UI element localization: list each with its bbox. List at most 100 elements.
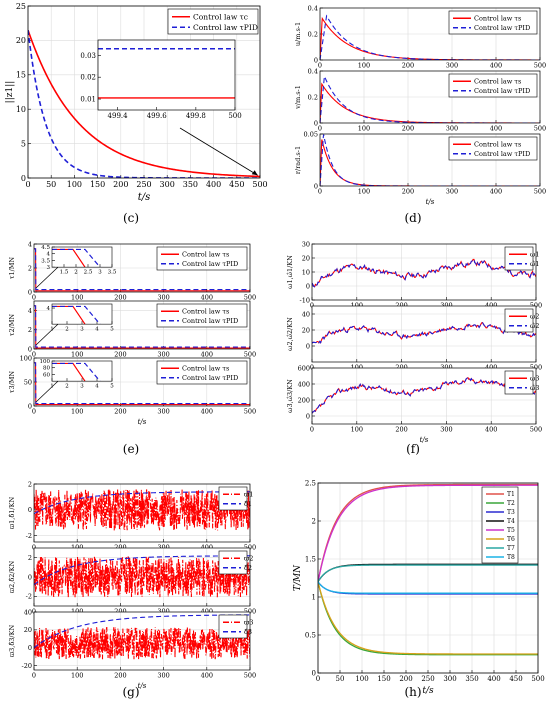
e-sub2-legend-box bbox=[156, 360, 248, 385]
c-inset-x-tick-label-1: 499.6 bbox=[147, 112, 168, 120]
g-sub2-x-tick-label-2: 200 bbox=[114, 672, 126, 680]
e-sub0-frame bbox=[33, 243, 251, 293]
g-sub1-y-tick-label-1: 0 bbox=[28, 573, 32, 581]
e-sub1-legend-label-1: Control law τPID bbox=[182, 317, 238, 325]
e-sub0-x-tick-label-4: 400 bbox=[201, 294, 213, 302]
e-sub2-inset-y-tick-label-1: 80 bbox=[43, 366, 50, 372]
c-y-tick-label-2: 10 bbox=[16, 105, 26, 114]
h-x-tick-label-0: 0 bbox=[316, 675, 320, 683]
e-sub1-inset-plot-bg bbox=[52, 304, 112, 325]
e-sub2-y-label: τ3/MN bbox=[8, 371, 16, 394]
panel-label-c: (c) bbox=[123, 211, 139, 225]
f-sub1-y-tick-label-0: 0 bbox=[306, 342, 310, 350]
h-x-tick-label-2: 100 bbox=[355, 675, 368, 683]
d-sub0-frame bbox=[319, 7, 541, 61]
f-sub1-y-tick-label-2: 40 bbox=[302, 310, 310, 318]
e-sub2-y-tick-label-2: 100 bbox=[20, 354, 32, 362]
d-sub1-x-tick-label-2: 200 bbox=[402, 125, 414, 133]
h-x-tick-label-10: 500 bbox=[531, 675, 544, 683]
f-sub0-x-tick-label-2: 200 bbox=[395, 302, 407, 310]
g-sub0-series-0 bbox=[34, 489, 250, 531]
e-sub2-inset-frame bbox=[51, 360, 113, 382]
h-frame bbox=[317, 482, 539, 674]
g-sub2-legend-label-1: δ̂3 bbox=[244, 627, 252, 636]
e-sub2-legend-label-0: Control law τs bbox=[182, 365, 229, 373]
g-sub1-y-tick-label-2: 2 bbox=[28, 554, 32, 562]
f-sub0-y-tick-label-4: 30 bbox=[302, 240, 310, 248]
d-sub2-x-tick-label-0: 0 bbox=[318, 188, 322, 196]
f-sub0-series-1 bbox=[312, 258, 536, 288]
g-sub0-x-tick-label-2: 200 bbox=[114, 544, 126, 552]
g-sub1-legend-box bbox=[218, 550, 248, 575]
e-sub1-x-tick-label-5: 500 bbox=[244, 351, 256, 359]
d-sub0-x-tick-label-2: 200 bbox=[402, 62, 414, 70]
c-x-tick-label-2: 100 bbox=[67, 180, 82, 189]
e-sub1-inset-x-tick-label-2: 3 bbox=[80, 327, 84, 333]
e-sub2-inset-plot-bg bbox=[52, 361, 112, 382]
e-sub1-y-tick-label-2: 4 bbox=[28, 307, 32, 315]
e-sub2-inset-x-tick-label-1: 2 bbox=[65, 384, 69, 390]
e-sub0-y-tick-label-1: 2 bbox=[28, 264, 32, 272]
e-sub1-inset-frame bbox=[51, 303, 113, 325]
e-sub0-y-label: τ1/MN bbox=[8, 257, 16, 280]
panel-d-chart: 0 100 200 300 400 500 0 0.2 0.4 u/m.s-1 Control la… bbox=[294, 4, 546, 206]
f-sub2-legend-box bbox=[504, 370, 534, 395]
h-legend-label-4: T5 bbox=[507, 527, 515, 534]
c-y-tick-label-3: 15 bbox=[16, 71, 26, 80]
h-y-tick-label-5: 2.5 bbox=[305, 479, 316, 487]
e-sub0-inset-y-tick-label-3: 4.5 bbox=[41, 245, 50, 251]
c-x-tick-label-6: 300 bbox=[160, 180, 175, 189]
h-x-tick-label-1: 50 bbox=[336, 675, 345, 683]
h-y-label: T/MN bbox=[293, 564, 303, 591]
h-x-tick-label-4: 200 bbox=[399, 675, 412, 683]
g-sub0-frame bbox=[33, 483, 251, 543]
g-sub2-frame bbox=[33, 611, 251, 671]
g-sub1-x-tick-label-1: 100 bbox=[71, 608, 83, 616]
e-sub1-legend-box bbox=[156, 303, 248, 328]
c-x-tick-label-9: 450 bbox=[229, 180, 244, 189]
g-sub1-series-1 bbox=[34, 555, 250, 586]
c-inset-plot-bg bbox=[98, 40, 235, 110]
g-sub0-x-tick-label-0: 0 bbox=[32, 544, 36, 552]
f-sub2-y-tick-label-1: 200 bbox=[298, 396, 310, 404]
d-sub2-y-tick-label-1: 0.05 bbox=[304, 130, 318, 138]
g-sub1-x-tick-label-4: 400 bbox=[201, 608, 213, 616]
g-sub2-y-tick-label-0: -20 bbox=[22, 662, 32, 670]
e-sub1-series-0 bbox=[34, 305, 250, 349]
d-sub2-legend-label-0: Control law τs bbox=[474, 141, 521, 149]
d-sub1-x-tick-label-5: 500 bbox=[534, 125, 546, 133]
f-sub2-x-tick-label-4: 400 bbox=[485, 426, 497, 434]
e-sub1-y-tick-label-1: 2 bbox=[28, 326, 32, 334]
c-y-tick-label-5: 25 bbox=[16, 2, 26, 11]
h-y-tick-label-2: 1 bbox=[312, 593, 316, 601]
e-sub0-inset-frame bbox=[51, 246, 113, 268]
panel-label-h: (h) bbox=[404, 685, 421, 699]
e-sub2-y-tick-label-0: 0 bbox=[28, 402, 32, 410]
f-sub2-x-tick-label-5: 500 bbox=[530, 426, 542, 434]
d-sub0-x-tick-label-0: 0 bbox=[318, 62, 322, 70]
c-x-label: t/s bbox=[138, 192, 151, 203]
e-sub2-inset-y-tick-label-2: 100 bbox=[40, 359, 51, 365]
e-sub2-x-tick-label-4: 400 bbox=[201, 408, 213, 416]
h-y-tick-label-1: 0.5 bbox=[305, 631, 316, 639]
f-sub2-y-tick-label-3: 600 bbox=[298, 364, 310, 372]
d-sub1-x-tick-label-4: 400 bbox=[490, 125, 502, 133]
panel-label-g: (g) bbox=[122, 685, 139, 699]
h-legend-box bbox=[481, 486, 519, 564]
e-sub2-x-tick-label-0: 0 bbox=[32, 408, 36, 416]
f-sub1-x-tick-label-0: 0 bbox=[310, 364, 314, 372]
c-x-tick-label-4: 200 bbox=[113, 180, 128, 189]
h-x-tick-label-9: 450 bbox=[509, 675, 522, 683]
h-x-label: t/s bbox=[422, 686, 434, 696]
g-sub2-y-tick-label-3: 40 bbox=[24, 608, 32, 616]
f-sub2-legend-label-0: ω3 bbox=[530, 375, 539, 383]
d-sub2-x-tick-label-4: 400 bbox=[490, 188, 502, 196]
e-sub0-series-0 bbox=[34, 248, 250, 292]
g-sub0-series-1 bbox=[34, 491, 250, 515]
f-sub0-legend-label-0: ω1 bbox=[530, 251, 539, 259]
e-sub0-legend-label-0: Control law τs bbox=[182, 251, 229, 259]
f-sub1-y-tick-label-1: 20 bbox=[302, 326, 310, 334]
h-series-7 bbox=[318, 581, 538, 594]
e-sub0-inset-x-tick-label-1: 2 bbox=[74, 270, 78, 276]
e-sub1-inset-y-tick-label-0: 4 bbox=[47, 306, 51, 312]
